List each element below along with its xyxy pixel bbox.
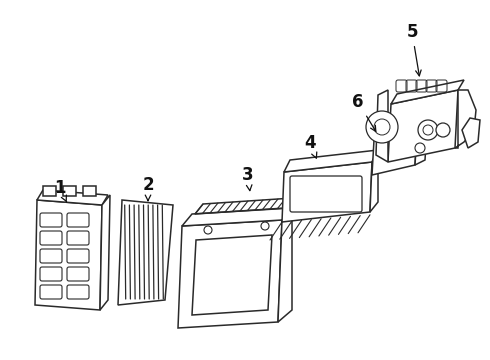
Bar	[63, 186, 76, 196]
Polygon shape	[37, 190, 108, 205]
Polygon shape	[182, 208, 292, 226]
Bar	[83, 186, 96, 196]
Polygon shape	[35, 200, 102, 310]
Polygon shape	[100, 195, 110, 310]
Text: 4: 4	[304, 134, 317, 158]
Polygon shape	[192, 235, 272, 315]
Polygon shape	[372, 130, 417, 175]
Polygon shape	[376, 90, 388, 162]
Circle shape	[366, 111, 398, 143]
Circle shape	[374, 119, 390, 135]
Text: 1: 1	[54, 179, 67, 202]
Bar	[43, 186, 56, 196]
Polygon shape	[178, 220, 282, 328]
Polygon shape	[415, 128, 427, 165]
Polygon shape	[278, 208, 292, 322]
Polygon shape	[374, 120, 422, 140]
Polygon shape	[455, 90, 476, 148]
Circle shape	[418, 120, 438, 140]
Text: 5: 5	[406, 23, 421, 76]
Polygon shape	[388, 90, 458, 162]
Circle shape	[436, 123, 450, 137]
Polygon shape	[282, 162, 372, 222]
Polygon shape	[284, 150, 378, 172]
Text: 3: 3	[242, 166, 254, 191]
Polygon shape	[370, 150, 378, 212]
Text: 2: 2	[142, 176, 154, 201]
Polygon shape	[118, 200, 173, 305]
Text: 6: 6	[352, 93, 376, 131]
Polygon shape	[391, 80, 464, 104]
Polygon shape	[462, 118, 480, 148]
